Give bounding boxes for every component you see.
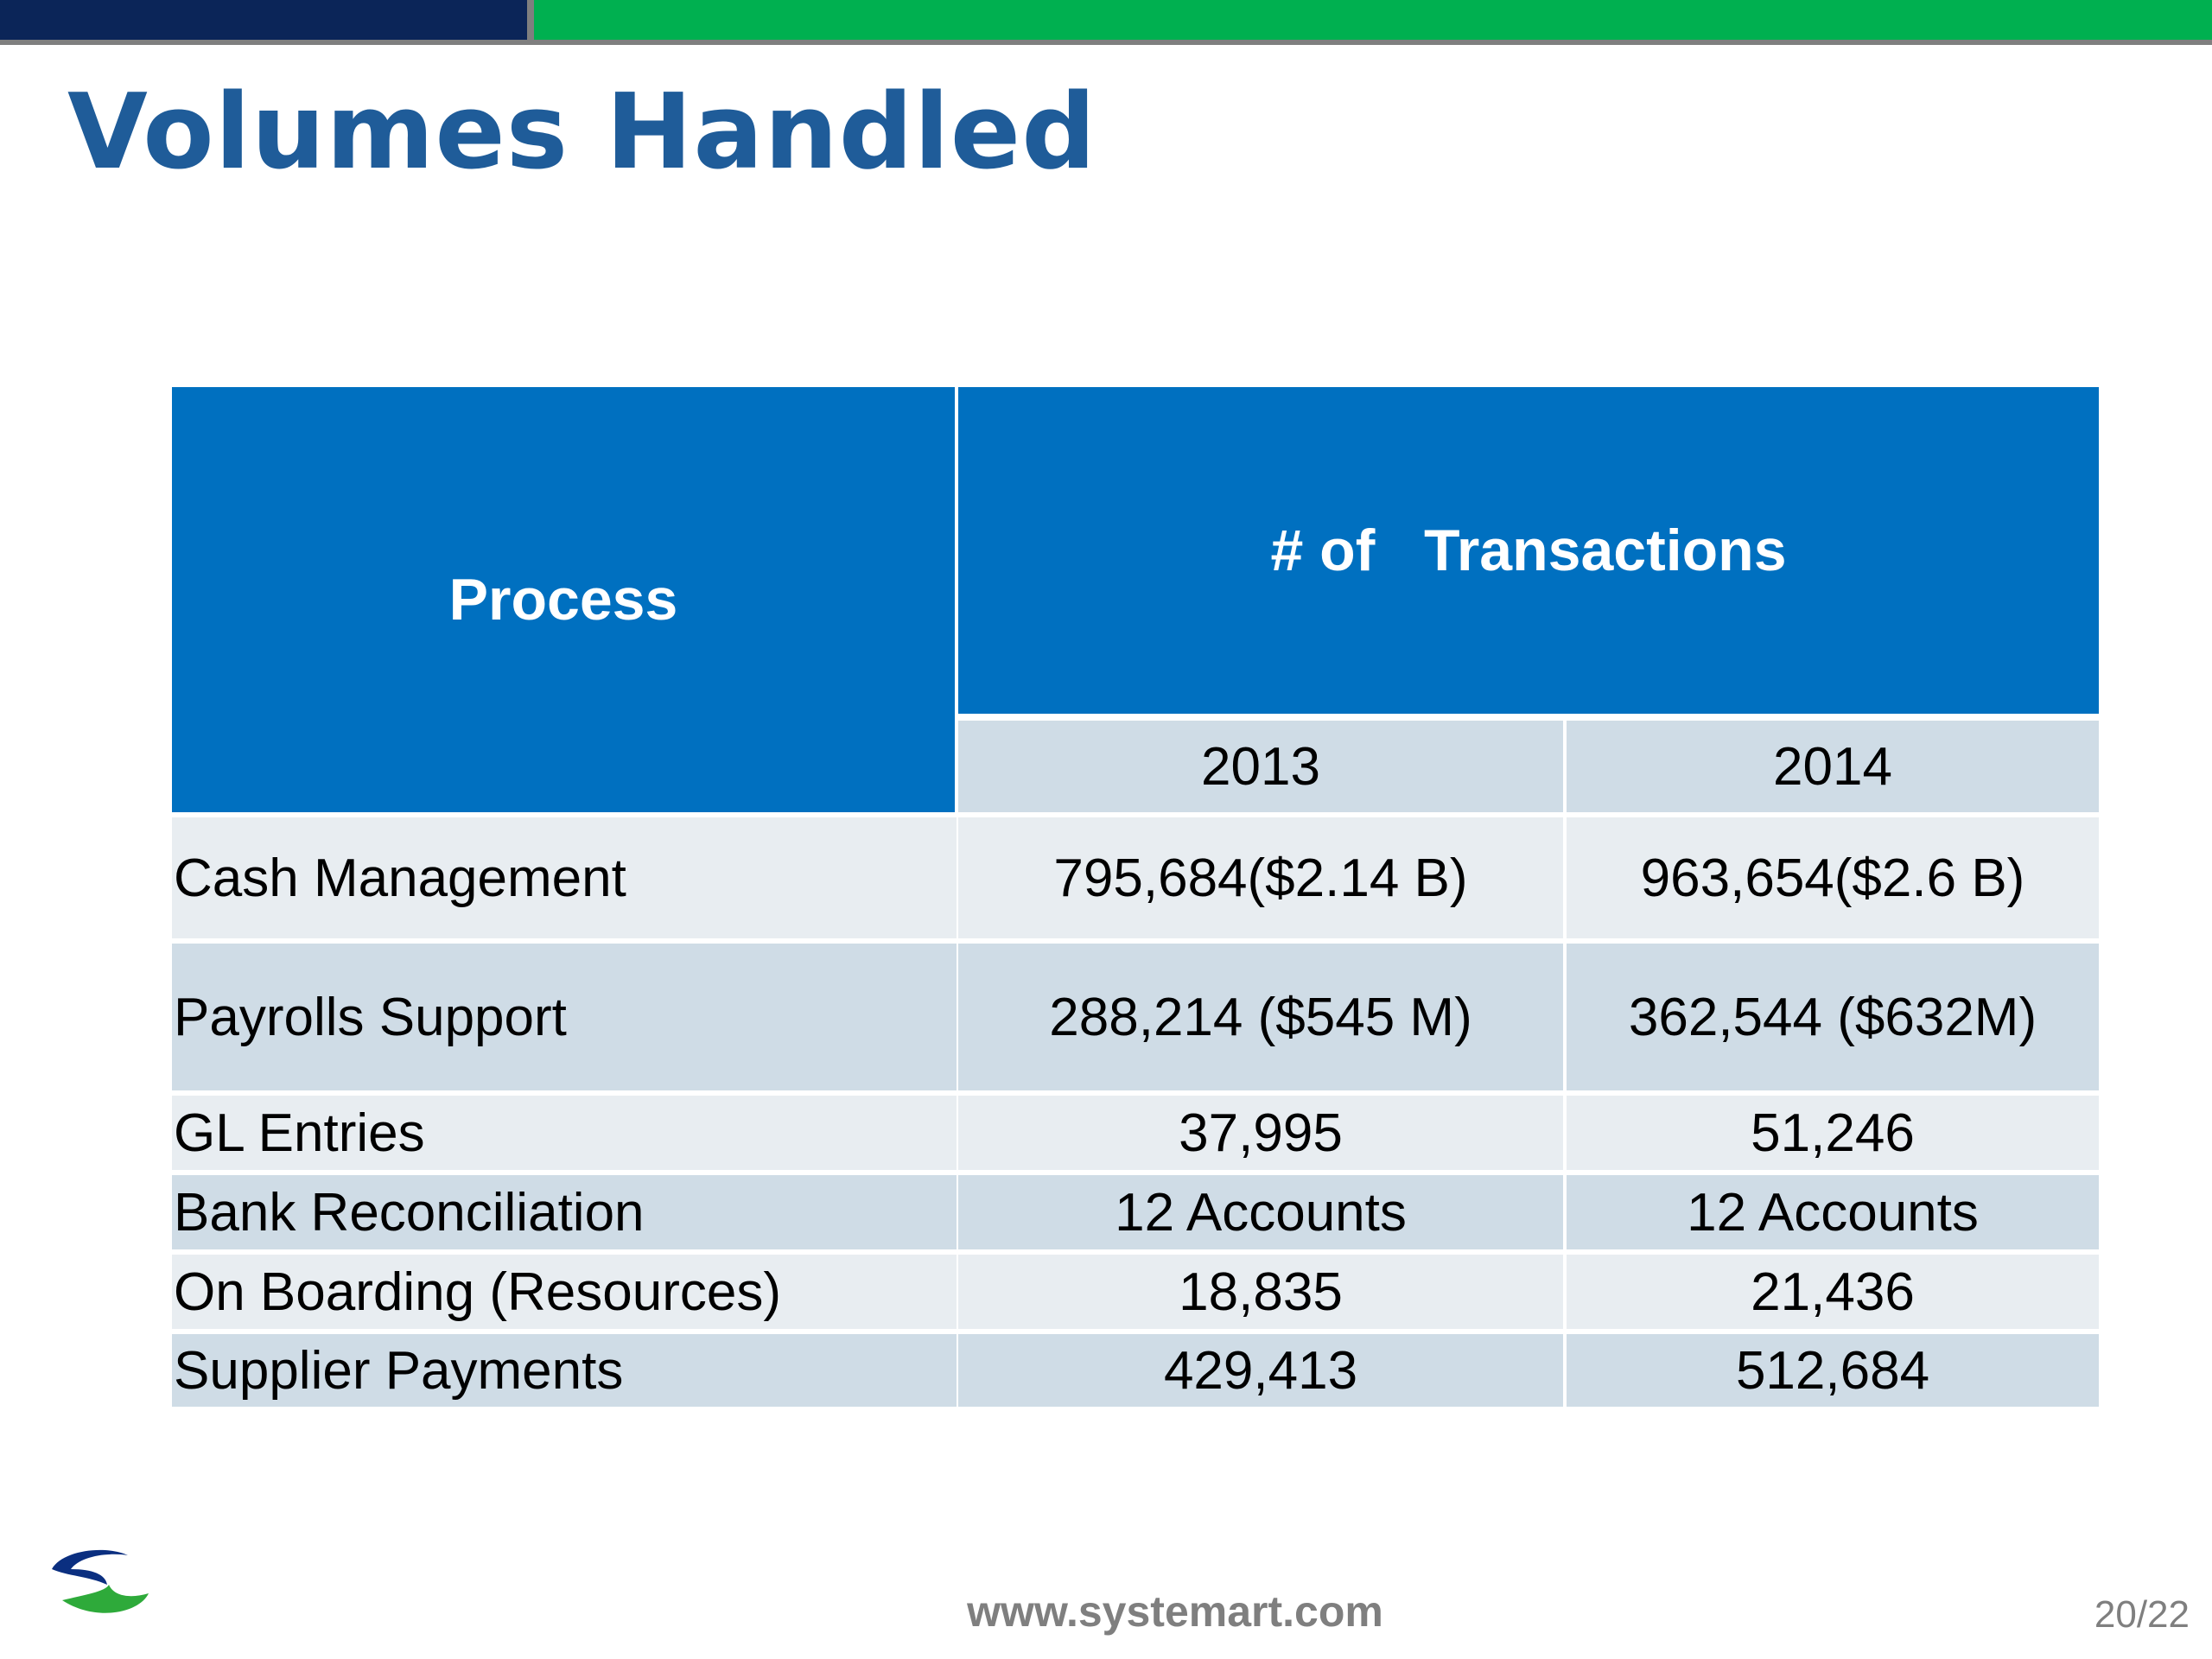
top-bar-navy-segment <box>0 0 527 40</box>
value-2014-cell: 362,544 ($632M) <box>1567 944 2099 1090</box>
process-cell: Cash Management <box>172 817 957 938</box>
table-row: Payrolls Support 288,214 ($545 M) 362,54… <box>172 944 2099 1090</box>
value-2013-cell: 288,214 ($545 M) <box>958 944 1563 1090</box>
value-2013-cell: 12 Accounts <box>958 1175 1563 1249</box>
top-bar-green-segment <box>534 0 2212 40</box>
process-cell: On Boarding (Resources) <box>172 1255 957 1329</box>
table-row: Supplier Payments 429,413 512,684 <box>172 1334 2099 1407</box>
value-2013-cell: 37,995 <box>958 1096 1563 1170</box>
process-cell: Supplier Payments <box>172 1334 957 1407</box>
process-cell: Bank Reconciliation <box>172 1175 957 1249</box>
process-cell: Payrolls Support <box>172 944 957 1090</box>
table-row: GL Entries 37,995 51,246 <box>172 1096 2099 1170</box>
process-cell: GL Entries <box>172 1096 957 1170</box>
value-2013-cell: 429,413 <box>958 1334 1563 1407</box>
header-year-2013: 2013 <box>958 721 1563 812</box>
table-row: Bank Reconciliation 12 Accounts 12 Accou… <box>172 1175 2099 1249</box>
table-row: On Boarding (Resources) 18,835 21,436 <box>172 1255 2099 1329</box>
page-number: 20/22 <box>2094 1593 2190 1636</box>
systemart-logo-icon <box>45 1543 154 1623</box>
header-year-2014: 2014 <box>1567 721 2099 812</box>
value-2014-cell: 51,246 <box>1567 1096 2099 1170</box>
slide-title: Volumes Handled <box>67 73 1097 193</box>
value-2014-cell: 512,684 <box>1567 1334 2099 1407</box>
header-process: Process <box>172 387 955 812</box>
value-2014-cell: 963,654($2.6 B) <box>1567 817 2099 938</box>
value-2014-cell: 12 Accounts <box>1567 1175 2099 1249</box>
header-transactions: # of Transactions <box>958 387 2099 714</box>
value-2013-cell: 18,835 <box>958 1255 1563 1329</box>
footer-url: www.systemart.com <box>967 1587 1383 1636</box>
table-row: Cash Management 795,684($2.14 B) 963,654… <box>172 817 2099 938</box>
value-2014-cell: 21,436 <box>1567 1255 2099 1329</box>
value-2013-cell: 795,684($2.14 B) <box>958 817 1563 938</box>
top-accent-bar <box>0 0 2212 45</box>
